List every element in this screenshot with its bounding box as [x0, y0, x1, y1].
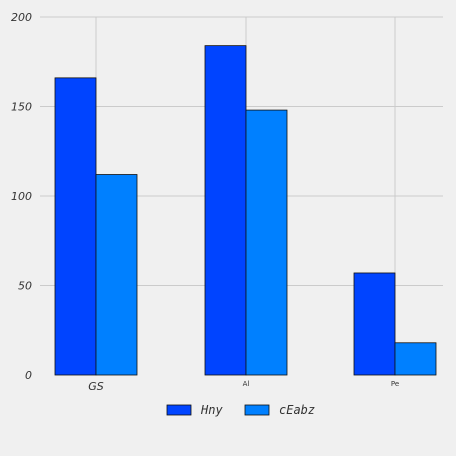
y-tick-label: 50: [18, 280, 32, 293]
bar-cEabz-Al: [245, 109, 288, 376]
bars: [54, 45, 437, 376]
bar-Hny-Pe: [353, 272, 396, 376]
bar-cEabz-Pe: [394, 342, 437, 376]
bar-Hny-GS: [54, 77, 97, 376]
y-axis-ticks: 0 50 100 150 200: [11, 11, 32, 382]
y-tick-label: 200: [11, 11, 32, 24]
bar-cEabz-GS: [95, 174, 138, 376]
x-axis-ticks: GS Al Pe: [88, 380, 399, 393]
y-tick-label: 150: [11, 101, 32, 114]
x-tick-label: Al: [243, 380, 250, 388]
bar-Hny-Al: [204, 45, 247, 376]
x-tick-label: GS: [88, 380, 104, 393]
y-tick-label: 0: [25, 369, 32, 382]
legend-swatch-cEabz: [244, 404, 270, 416]
legend: Hny cEabz: [166, 403, 315, 417]
legend-label-cEabz: cEabz: [279, 403, 315, 417]
y-tick-label: 100: [11, 190, 32, 203]
legend-label-Hny: Hny: [200, 403, 223, 417]
legend-swatch-Hny: [166, 404, 192, 416]
x-tick-label: Pe: [391, 380, 399, 388]
